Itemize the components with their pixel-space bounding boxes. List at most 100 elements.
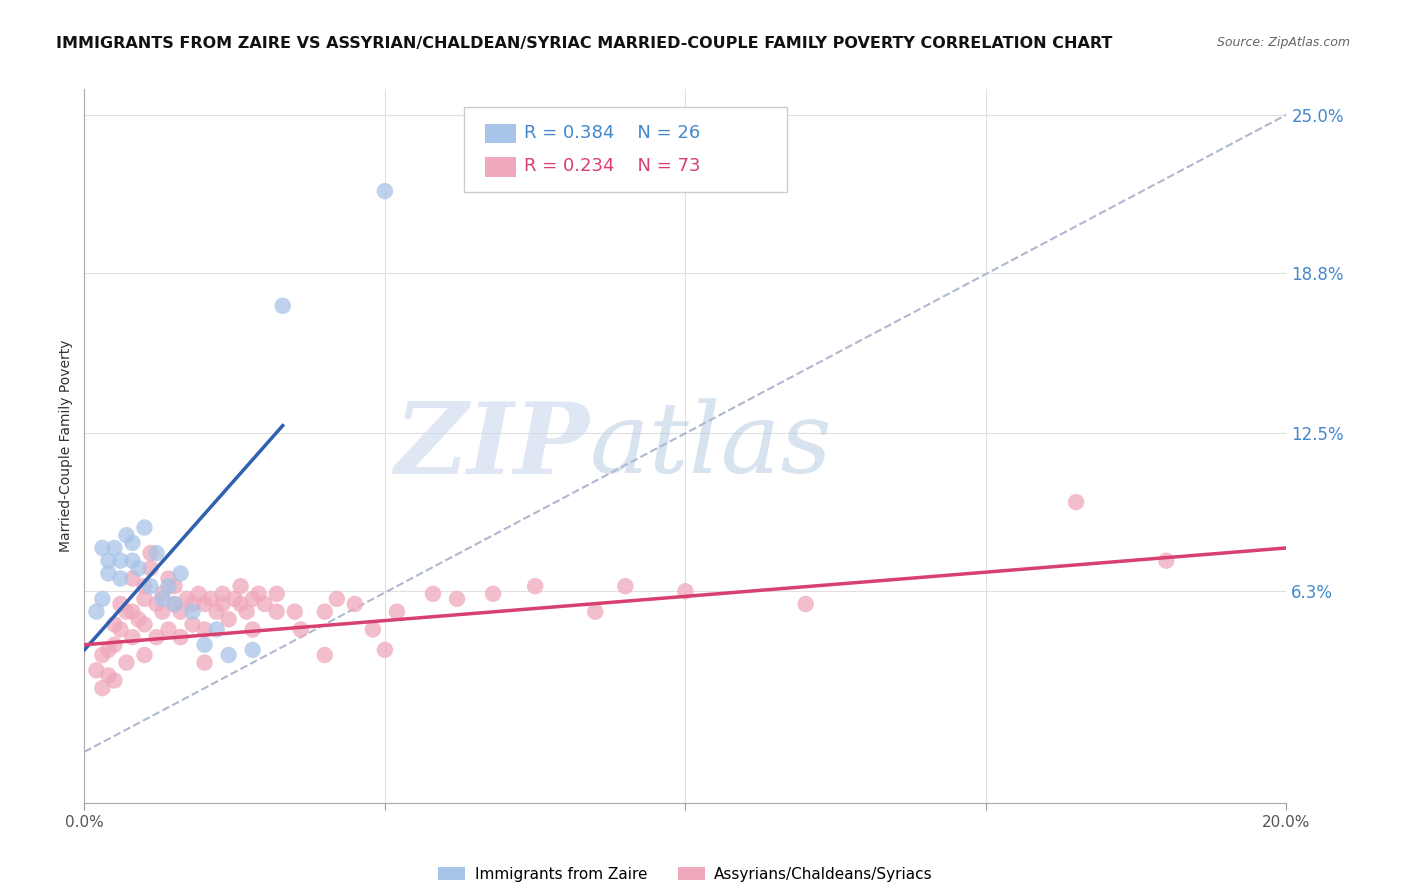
Point (139, 579, 162, 593)
Point (134, 579, 156, 593)
Point (271, 299, 294, 313)
Point (194, 656, 217, 670)
Point (176, 591, 198, 606)
Point (1156, 554, 1178, 568)
Point (229, 597, 252, 611)
Point (200, 591, 222, 606)
Point (91, 541, 114, 555)
Point (145, 630, 167, 644)
Point (86, 605, 108, 619)
Point (374, 643, 396, 657)
Point (266, 605, 288, 619)
Point (152, 587, 174, 601)
Text: Source: ZipAtlas.com: Source: ZipAtlas.com (1216, 36, 1350, 49)
Point (163, 579, 186, 593)
Point (290, 623, 312, 637)
Point (242, 643, 264, 657)
Point (121, 536, 143, 550)
Point (121, 572, 143, 586)
Text: IMMIGRANTS FROM ZAIRE VS ASSYRIAN/CHALDEAN/SYRIAC MARRIED-COUPLE FAMILY POVERTY : IMMIGRANTS FROM ZAIRE VS ASSYRIAN/CHALDE… (56, 36, 1112, 51)
Point (169, 605, 191, 619)
Point (361, 623, 384, 637)
Point (145, 546, 167, 560)
Point (247, 587, 270, 601)
Point (103, 541, 125, 555)
Y-axis label: Married-Couple Family Poverty: Married-Couple Family Poverty (59, 340, 73, 552)
Point (97, 554, 120, 568)
Point (103, 673, 125, 688)
Point (121, 605, 143, 619)
Point (152, 605, 174, 619)
Point (97, 643, 120, 657)
Point (127, 612, 149, 626)
Point (524, 579, 547, 593)
Point (115, 605, 138, 619)
Point (115, 528, 138, 542)
Point (205, 623, 228, 637)
Point (284, 605, 307, 619)
Point (103, 638, 125, 652)
Point (194, 623, 217, 637)
Point (145, 597, 167, 611)
Point (169, 630, 191, 644)
Point (134, 617, 156, 632)
Point (121, 554, 143, 568)
Point (218, 612, 240, 626)
Point (218, 648, 240, 662)
Point (139, 561, 162, 575)
Text: R = 0.384    N = 26: R = 0.384 N = 26 (524, 124, 700, 142)
Point (91, 648, 114, 662)
Text: ZIP: ZIP (394, 398, 589, 494)
Point (211, 587, 233, 601)
Point (326, 591, 349, 606)
Point (152, 591, 174, 606)
Point (169, 566, 191, 581)
Point (157, 623, 180, 637)
Point (194, 597, 217, 611)
Point (583, 605, 606, 619)
Point (314, 648, 336, 662)
Point (224, 591, 246, 606)
Point (134, 520, 156, 534)
Point (187, 587, 209, 601)
Legend: Immigrants from Zaire, Assyrians/Chaldeans/Syriacs: Immigrants from Zaire, Assyrians/Chaldea… (432, 861, 939, 888)
Point (115, 656, 138, 670)
Point (110, 597, 132, 611)
Point (482, 587, 505, 601)
Point (242, 623, 264, 637)
Point (675, 584, 697, 599)
Point (163, 597, 186, 611)
Point (157, 572, 180, 586)
Point (97, 668, 120, 682)
Point (181, 605, 204, 619)
Text: atlas: atlas (589, 399, 832, 493)
Point (86, 663, 108, 677)
Point (91, 591, 114, 606)
Point (229, 579, 252, 593)
Point (121, 630, 143, 644)
Point (110, 572, 132, 586)
Point (97, 566, 120, 581)
Point (110, 623, 132, 637)
Point (103, 617, 125, 632)
Point (235, 605, 257, 619)
Point (110, 554, 132, 568)
Point (422, 587, 444, 601)
Point (205, 605, 228, 619)
Point (157, 579, 180, 593)
Point (374, 184, 396, 198)
Point (134, 591, 156, 606)
Point (446, 591, 468, 606)
Point (253, 597, 276, 611)
Point (266, 587, 288, 601)
Point (91, 681, 114, 695)
Point (163, 597, 186, 611)
Point (181, 617, 204, 632)
Point (343, 597, 366, 611)
Point (385, 605, 408, 619)
Point (211, 597, 233, 611)
Point (139, 546, 162, 560)
Point (1064, 495, 1087, 509)
Point (794, 597, 817, 611)
Text: R = 0.234    N = 73: R = 0.234 N = 73 (524, 157, 702, 175)
